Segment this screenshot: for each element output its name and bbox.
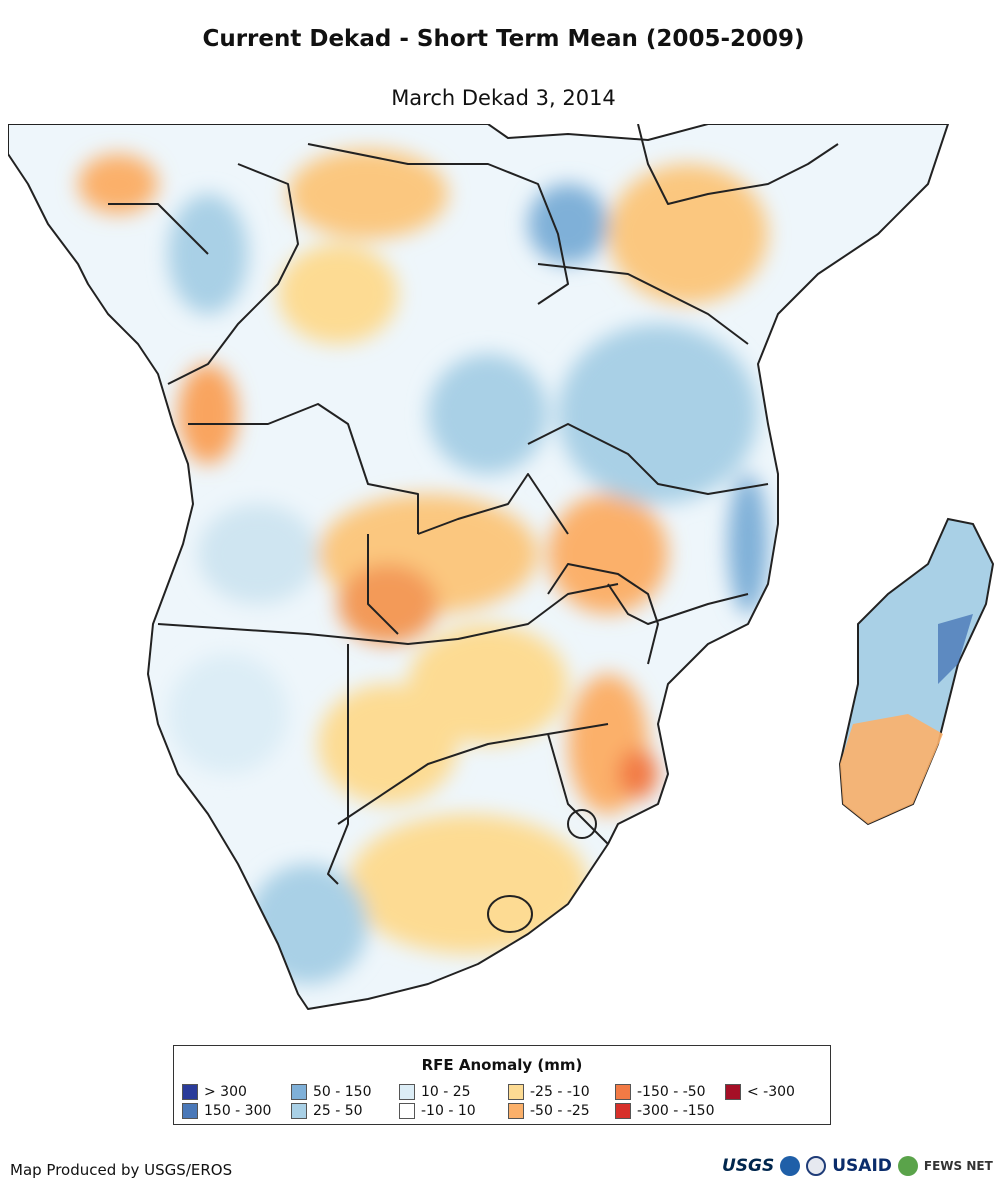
legend-item: -10 - 10 [399, 1103, 476, 1119]
legend-swatch [508, 1084, 524, 1100]
legend-item: < -300 [725, 1084, 795, 1100]
nasa-seal-icon [806, 1156, 827, 1176]
usaid-logo: USAID [832, 1156, 892, 1176]
legend-item: 150 - 300 [182, 1103, 271, 1119]
legend-swatch [182, 1103, 198, 1119]
fews-globe-icon [897, 1156, 918, 1176]
legend-swatch [182, 1084, 198, 1100]
legend-swatch [399, 1084, 415, 1100]
legend-label: -50 - -25 [530, 1103, 590, 1119]
usgs-logo: USGS [722, 1156, 775, 1176]
rainfall-anomaly-map [8, 124, 995, 1010]
legend-label: -300 - -150 [637, 1103, 715, 1119]
map-subtitle: March Dekad 3, 2014 [391, 86, 616, 110]
legend-label: < -300 [747, 1084, 795, 1100]
map-credit: Map Produced by USGS/EROS [10, 1161, 233, 1179]
legend-swatch [399, 1103, 415, 1119]
legend-item: 50 - 150 [291, 1084, 372, 1100]
country-borders [8, 124, 949, 1010]
legend-label: > 300 [204, 1084, 247, 1100]
legend-item: 25 - 50 [291, 1103, 363, 1119]
legend-swatch [508, 1103, 524, 1119]
legend: RFE Anomaly (mm) > 300 150 - 300 50 - 15… [173, 1045, 831, 1125]
legend-title: RFE Anomaly (mm) [421, 1056, 583, 1074]
legend-item: -300 - -150 [615, 1103, 715, 1119]
legend-swatch [615, 1084, 631, 1100]
legend-label: 150 - 300 [204, 1103, 272, 1119]
legend-label: 50 - 150 [313, 1084, 372, 1100]
legend-item: 10 - 25 [399, 1084, 471, 1100]
legend-item: -25 - -10 [508, 1084, 590, 1100]
anomaly-patches [78, 149, 768, 984]
fews-net-logo: FEWS NET [923, 1159, 993, 1173]
map-title: Current Dekad - Short Term Mean (2005-20… [202, 26, 805, 52]
legend-swatch [725, 1084, 741, 1100]
legend-item: > 300 [182, 1084, 247, 1100]
legend-swatch [291, 1084, 307, 1100]
noaa-logo-icon [780, 1156, 801, 1176]
legend-swatch [291, 1103, 307, 1119]
legend-item: -50 - -25 [508, 1103, 590, 1119]
partner-logos: USGS USAID FEWS NET [722, 1156, 993, 1176]
mainland [8, 124, 949, 1010]
madagascar [838, 517, 995, 826]
legend-label: 10 - 25 [421, 1084, 471, 1100]
legend-label: -10 - 10 [421, 1103, 476, 1119]
legend-swatch [615, 1103, 631, 1119]
legend-label: -150 - -50 [637, 1084, 706, 1100]
legend-item: -150 - -50 [615, 1084, 706, 1100]
legend-label: 25 - 50 [313, 1103, 363, 1119]
legend-label: -25 - -10 [530, 1084, 590, 1100]
